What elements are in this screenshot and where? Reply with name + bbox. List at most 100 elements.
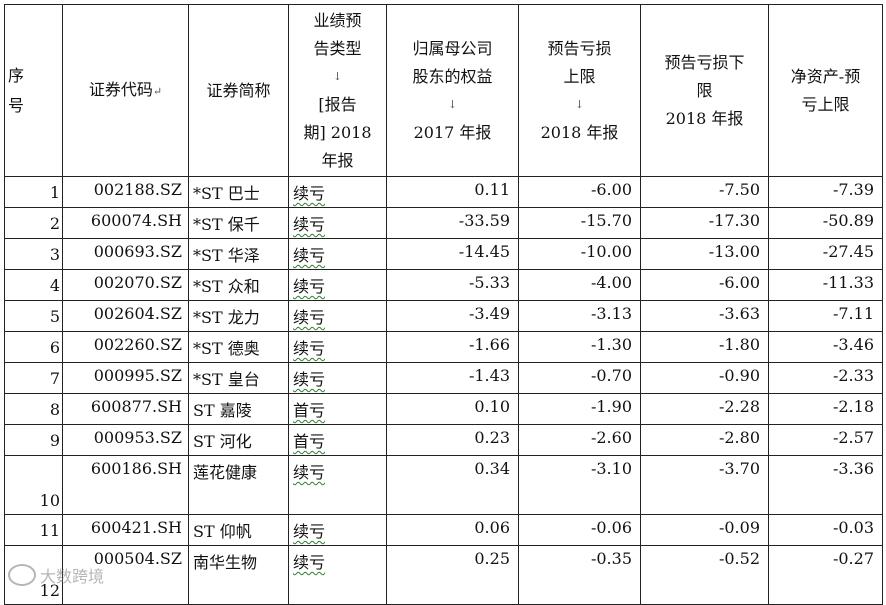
header-lower: 预告亏损下 限 2018 年报: [640, 4, 769, 177]
cell-equity-text: 0.10: [474, 397, 510, 416]
cell-lower: -7.50: [640, 176, 769, 208]
cell-equity-text: -33.59: [458, 211, 510, 230]
cell-net: -7.39: [768, 176, 883, 208]
cell-seq: 8: [4, 393, 63, 425]
cell-equity-text: 0.25: [474, 549, 510, 568]
cell-name-text: ST 嘉陵: [193, 401, 252, 420]
cell-equity: -5.33: [386, 269, 519, 301]
header-lower-line-1: 预告亏损下: [664, 52, 745, 72]
cell-upper: -10.00: [518, 238, 641, 270]
cell-upper: -3.10: [518, 455, 641, 515]
cell-type: 续亏: [288, 176, 387, 208]
header-type-line-5: 年报: [321, 150, 354, 170]
cell-type: 续亏: [288, 455, 387, 515]
cell-equity-text: -14.45: [458, 242, 510, 261]
table-row: 9 000953.SZ ST 河化 首亏 0.23 -2.60 -2.80 -2.57: [4, 424, 883, 456]
cell-name: 莲花健康: [188, 455, 289, 515]
header-equity-line-1: 归属母公司: [412, 38, 493, 58]
cell-upper-text: -0.06: [590, 518, 632, 537]
cell-lower: -0.52: [640, 545, 769, 605]
watermark-text: 大数跨境: [40, 567, 105, 586]
header-upper-line-2: 上限: [563, 66, 596, 86]
cell-seq-text: 2: [49, 213, 60, 233]
cell-name-text: *ST 龙力: [193, 308, 260, 327]
cell-equity: 0.06: [386, 514, 519, 546]
cell-name-text: ST 河化: [193, 432, 252, 451]
cell-upper: -6.00: [518, 176, 641, 208]
watermark-logo-icon: [8, 564, 36, 586]
header-equity-line-3: 2017 年报: [413, 122, 492, 142]
table-row: 5 002604.SZ *ST 龙力 续亏 -3.49 -3.13 -3.63 -7.11: [4, 300, 883, 332]
cell-net-text: -7.11: [832, 304, 874, 323]
cell-equity: 0.11: [386, 176, 519, 208]
cell-seq: 10: [4, 455, 63, 515]
cell-lower: -17.30: [640, 207, 769, 239]
cell-lower-text: -17.30: [708, 211, 760, 230]
header-upper-line-1: 预告亏损: [547, 38, 612, 58]
cell-name: *ST 龙力: [188, 300, 289, 332]
cell-seq: 6: [4, 331, 63, 363]
cell-name: *ST 德奥: [188, 331, 289, 363]
cell-upper: -1.90: [518, 393, 641, 425]
header-upper: 预告亏损 上限 ↓ 2018 年报: [518, 4, 641, 177]
cell-equity: 0.34: [386, 455, 519, 515]
header-code-label: 证券代码: [88, 79, 153, 99]
cell-code: 600877.SH: [62, 393, 189, 425]
cell-net-text: -50.89: [822, 211, 874, 230]
header-lower-line-2: 限: [696, 80, 713, 100]
cell-net-text: -27.45: [822, 242, 874, 261]
cell-net-text: -3.36: [832, 459, 874, 478]
cell-seq: 1: [4, 176, 63, 208]
cell-upper-text: -4.00: [590, 273, 632, 292]
cell-net-text: -7.39: [832, 180, 874, 199]
cell-name-text: ST 仰帆: [193, 522, 252, 541]
cell-net-text: -2.33: [832, 366, 874, 385]
cell-seq-text: 9: [49, 430, 60, 450]
header-upper-line-3: 2018 年报: [540, 122, 619, 142]
cell-equity-text: -5.33: [468, 273, 510, 292]
cell-lower: -13.00: [640, 238, 769, 270]
cell-lower-text: -3.63: [718, 304, 760, 323]
cell-name-text: *ST 保千: [193, 215, 260, 234]
header-name: 证券简称: [188, 4, 289, 177]
cell-code: 600421.SH: [62, 514, 189, 546]
table-row: 10 600186.SH 莲花健康 续亏 0.34 -3.10 -3.70 -3.36: [4, 455, 883, 515]
cell-code: 002604.SZ: [62, 300, 189, 332]
cell-name: *ST 皇台: [188, 362, 289, 394]
cell-seq-text: 8: [49, 399, 60, 419]
cell-upper: -4.00: [518, 269, 641, 301]
cell-lower-text: -3.70: [718, 459, 760, 478]
cell-lower-text: -6.00: [718, 273, 760, 292]
cell-code-text: 002260.SZ: [93, 335, 182, 354]
cell-code: 000693.SZ: [62, 238, 189, 270]
cell-upper: -15.70: [518, 207, 641, 239]
cell-net-text: -3.46: [832, 335, 874, 354]
cell-lower: -3.63: [640, 300, 769, 332]
cell-net-text: -0.03: [832, 518, 874, 537]
cell-type: 续亏: [288, 362, 387, 394]
cell-name: *ST 华泽: [188, 238, 289, 270]
header-lower-line-3: 2018 年报: [665, 108, 744, 128]
table-row: 1 002188.SZ *ST 巴士 续亏 0.11 -6.00 -7.50 -7.39: [4, 176, 883, 208]
cell-name: ST 嘉陵: [188, 393, 289, 425]
cell-type-text: 续亏: [293, 370, 326, 389]
cell-net: -3.46: [768, 331, 883, 363]
cell-code-text: 002604.SZ: [93, 304, 182, 323]
cell-name: ST 河化: [188, 424, 289, 456]
cell-net: -27.45: [768, 238, 883, 270]
table-row: 8 600877.SH ST 嘉陵 首亏 0.10 -1.90 -2.28 -2.18: [4, 393, 883, 425]
cell-net-text: -0.27: [832, 549, 874, 568]
cell-lower: -6.00: [640, 269, 769, 301]
cell-type: 续亏: [288, 545, 387, 605]
cell-net: -2.33: [768, 362, 883, 394]
cell-type-text: 首亏: [293, 432, 326, 451]
header-net-line-1: 净资产-预: [790, 66, 861, 86]
cell-lower: -2.80: [640, 424, 769, 456]
table-row: 12 000504.SZ 南华生物 续亏 0.25 -0.35 -0.52 -0.27: [4, 545, 883, 605]
header-equity: 归属母公司 股东的权益 ↓ 2017 年报: [386, 4, 519, 177]
cell-code-text: 600877.SH: [90, 397, 182, 416]
header-type: 业绩预 告类型 ↓ [报告 期] 2018 年报: [288, 4, 387, 177]
header-type-line-4: 期] 2018: [303, 122, 372, 142]
cell-type: 首亏: [288, 424, 387, 456]
cell-name-text: *ST 华泽: [193, 246, 260, 265]
